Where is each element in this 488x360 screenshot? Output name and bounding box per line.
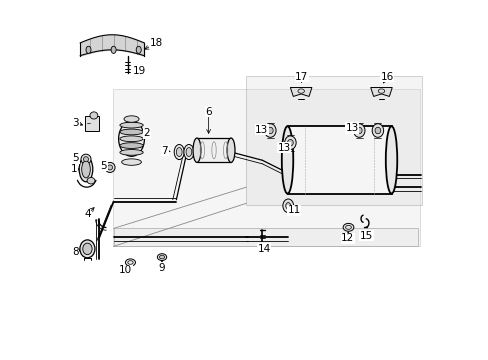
Bar bbox=[246, 76, 421, 205]
Ellipse shape bbox=[287, 139, 293, 146]
Ellipse shape bbox=[371, 124, 383, 137]
Ellipse shape bbox=[87, 177, 95, 184]
Ellipse shape bbox=[281, 126, 293, 194]
Ellipse shape bbox=[374, 127, 380, 134]
Ellipse shape bbox=[176, 148, 182, 157]
Text: 3: 3 bbox=[73, 118, 79, 128]
Ellipse shape bbox=[267, 127, 273, 134]
Ellipse shape bbox=[120, 129, 143, 135]
Ellipse shape bbox=[80, 240, 95, 258]
Text: 10: 10 bbox=[119, 265, 132, 275]
Ellipse shape bbox=[343, 224, 353, 231]
Text: 4: 4 bbox=[84, 209, 91, 219]
Text: 2: 2 bbox=[143, 129, 150, 138]
Ellipse shape bbox=[157, 254, 166, 261]
Ellipse shape bbox=[285, 203, 290, 209]
Ellipse shape bbox=[86, 46, 91, 53]
Ellipse shape bbox=[193, 138, 201, 162]
Polygon shape bbox=[113, 228, 418, 246]
Polygon shape bbox=[370, 87, 391, 96]
Text: 5: 5 bbox=[73, 153, 79, 163]
Ellipse shape bbox=[124, 116, 139, 122]
Ellipse shape bbox=[226, 138, 235, 162]
Bar bbox=[197, 138, 230, 162]
Ellipse shape bbox=[122, 159, 141, 165]
Text: 1: 1 bbox=[71, 164, 77, 174]
Ellipse shape bbox=[83, 157, 88, 162]
Ellipse shape bbox=[174, 144, 184, 159]
Text: 15: 15 bbox=[359, 231, 372, 240]
Text: 12: 12 bbox=[341, 233, 354, 243]
Text: 19: 19 bbox=[133, 66, 146, 76]
Ellipse shape bbox=[81, 161, 90, 178]
Text: 9: 9 bbox=[159, 263, 165, 273]
Ellipse shape bbox=[356, 127, 362, 134]
Polygon shape bbox=[290, 87, 311, 96]
Text: 11: 11 bbox=[287, 206, 300, 216]
Ellipse shape bbox=[111, 46, 116, 53]
Ellipse shape bbox=[81, 154, 91, 164]
Text: 13: 13 bbox=[255, 125, 268, 135]
Text: 5: 5 bbox=[101, 161, 107, 171]
Text: 14: 14 bbox=[257, 244, 270, 254]
Ellipse shape bbox=[282, 199, 293, 213]
Ellipse shape bbox=[120, 149, 143, 155]
Ellipse shape bbox=[284, 136, 296, 149]
Text: 16: 16 bbox=[380, 72, 393, 82]
Bar bbox=[85, 116, 99, 131]
Ellipse shape bbox=[264, 124, 276, 137]
Text: 13: 13 bbox=[345, 123, 358, 133]
Text: 17: 17 bbox=[295, 72, 308, 82]
Text: 7: 7 bbox=[161, 145, 168, 156]
Ellipse shape bbox=[125, 259, 135, 266]
Ellipse shape bbox=[119, 121, 144, 156]
Bar bbox=[112, 89, 419, 246]
Ellipse shape bbox=[385, 126, 396, 194]
Ellipse shape bbox=[159, 255, 164, 259]
Ellipse shape bbox=[353, 124, 364, 137]
Text: 8: 8 bbox=[72, 247, 79, 257]
Ellipse shape bbox=[82, 243, 92, 255]
Ellipse shape bbox=[185, 148, 191, 157]
Ellipse shape bbox=[120, 122, 143, 128]
Ellipse shape bbox=[120, 143, 143, 148]
Ellipse shape bbox=[107, 165, 112, 170]
Text: 18: 18 bbox=[150, 38, 163, 48]
Ellipse shape bbox=[183, 144, 194, 159]
Text: 13: 13 bbox=[277, 143, 290, 153]
Ellipse shape bbox=[136, 46, 141, 53]
Text: 6: 6 bbox=[205, 107, 211, 117]
Ellipse shape bbox=[120, 136, 143, 141]
Ellipse shape bbox=[90, 112, 98, 119]
Ellipse shape bbox=[79, 157, 93, 182]
Ellipse shape bbox=[105, 162, 115, 172]
Bar bbox=[287, 126, 391, 194]
